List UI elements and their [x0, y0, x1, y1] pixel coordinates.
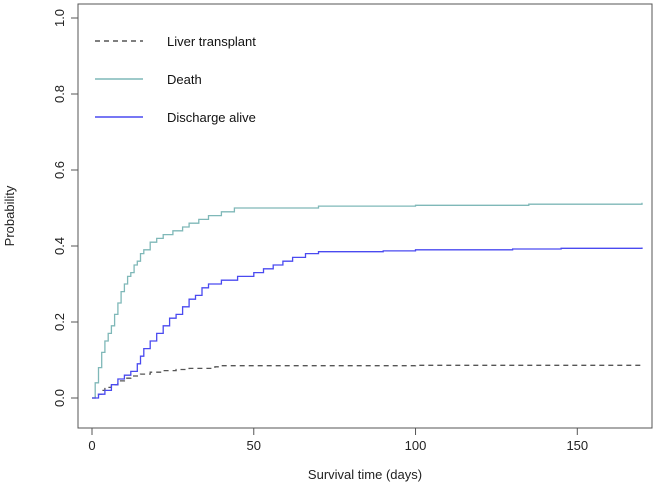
x-axis: 0 50 100 150	[88, 428, 588, 453]
y-tick-label: 0.8	[52, 85, 67, 103]
y-axis: 0.0 0.2 0.4 0.6 0.8 1.0	[52, 9, 78, 407]
legend-label: Discharge alive	[167, 110, 256, 125]
series-line-liver-transplant	[92, 364, 642, 399]
y-tick-label: 1.0	[52, 9, 67, 27]
y-tick-label: 0.4	[52, 237, 67, 255]
x-tick-label: 50	[247, 438, 261, 453]
y-tick-label: 0.0	[52, 389, 67, 407]
x-axis-label: Survival time (days)	[308, 467, 422, 482]
plot-area	[77, 3, 653, 429]
y-tick-label: 0.2	[52, 313, 67, 331]
x-tick-label: 150	[566, 438, 588, 453]
x-tick-label: 100	[405, 438, 427, 453]
series-line-death	[92, 202, 643, 399]
series-layer	[92, 202, 643, 399]
plot-box	[77, 3, 653, 429]
legend: Liver transplant Death Discharge alive	[95, 34, 256, 125]
legend-label: Liver transplant	[167, 34, 256, 49]
legend-label: Death	[167, 72, 202, 87]
series-line-discharge-alive	[92, 247, 643, 399]
y-axis-label: Probability	[2, 185, 17, 246]
x-tick-label: 0	[88, 438, 95, 453]
y-tick-label: 0.6	[52, 161, 67, 179]
